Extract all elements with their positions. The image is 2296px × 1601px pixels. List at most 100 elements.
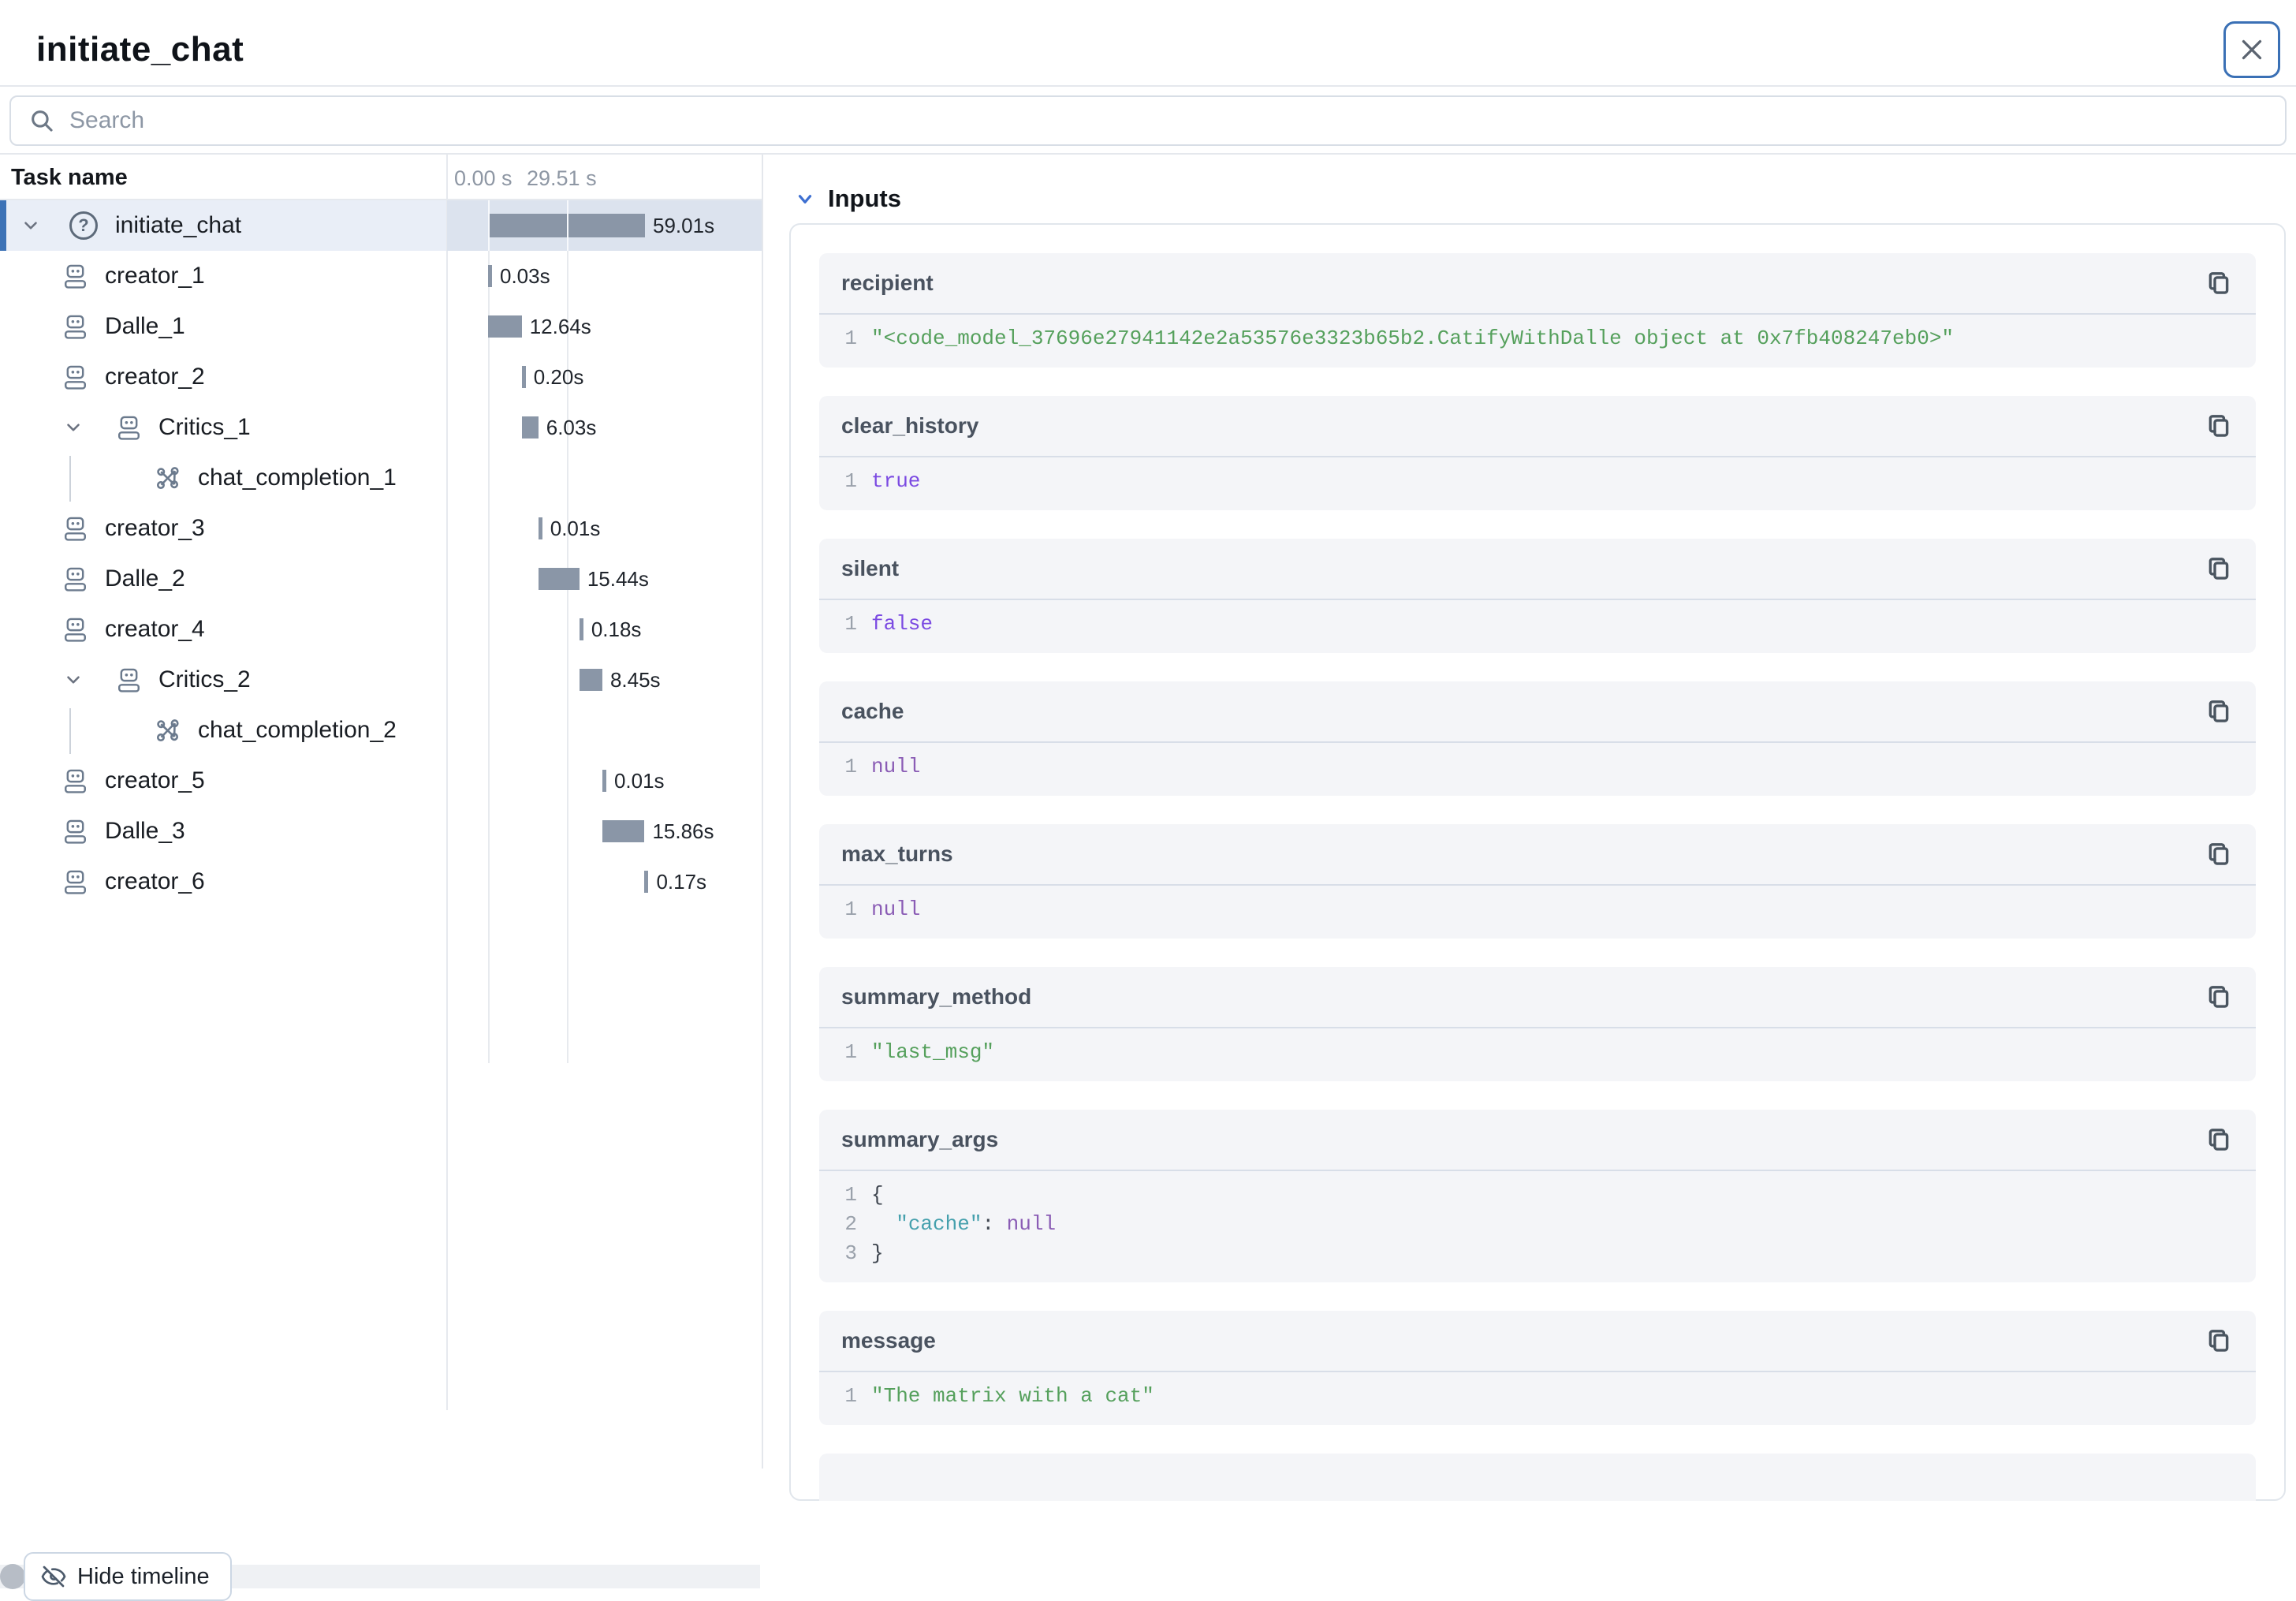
task-row-chat_completion_1[interactable]: chat_completion_1: [0, 453, 446, 503]
copy-icon: [2208, 1330, 2229, 1352]
task-row-Critics_2[interactable]: Critics_2: [0, 655, 446, 705]
copy-icon: [2208, 558, 2229, 580]
duration-label: 59.01s: [653, 214, 715, 237]
field-name: clear_history: [841, 413, 979, 438]
field-name: cache: [841, 699, 904, 723]
input-field-recipient: recipient 1 "<code_model_37696e27941142e2…: [819, 253, 2256, 368]
network-icon: [155, 465, 181, 491]
duration-label: 6.03s: [546, 416, 597, 439]
duration-bar-Dalle_1[interactable]: [488, 315, 522, 338]
line-number: 1: [844, 469, 857, 493]
duration-label: 15.86s: [652, 819, 714, 843]
copy-button[interactable]: [2205, 555, 2232, 582]
duration-bar-creator_6[interactable]: [644, 871, 649, 893]
code-block: 1 "<code_model_37696e27941142e2a53576e332…: [819, 315, 2256, 368]
task-row-Dalle_2[interactable]: Dalle_2: [0, 554, 446, 604]
task-row-chat_completion_2[interactable]: chat_completion_2: [0, 705, 446, 756]
task-row-creator_4[interactable]: creator_4: [0, 604, 446, 655]
duration-bar-Dalle_2[interactable]: [538, 568, 580, 590]
task-row-initiate_chat[interactable]: ? initiate_chat: [0, 200, 446, 251]
duration-label: 0.01s: [550, 517, 601, 540]
line-number: 1: [844, 327, 857, 350]
copy-button[interactable]: [2205, 698, 2232, 725]
duration-label: 0.03s: [500, 264, 550, 288]
field-header: message: [819, 1311, 2256, 1372]
copy-button[interactable]: [2205, 270, 2232, 297]
duration-bar-initiate_chat[interactable]: [488, 214, 645, 237]
duration-bar-Critics_1[interactable]: [522, 416, 539, 439]
duration-bar-creator_3[interactable]: [538, 517, 542, 539]
task-label: creator_3: [105, 515, 205, 541]
tree-chart-divider: [446, 155, 448, 1410]
code-line: 1 "last_msg": [819, 1038, 2256, 1067]
duration-label: 0.17s: [656, 870, 707, 894]
search-section: [0, 88, 2296, 155]
field-header: silent: [819, 539, 2256, 600]
input-field-max_turns: max_turns 1 null: [819, 824, 2256, 939]
code-block: 1{2 "cache": null 3}: [819, 1171, 2256, 1282]
inputs-section-header[interactable]: Inputs: [795, 185, 901, 213]
field-header: cache: [819, 681, 2256, 743]
robot-icon: [63, 264, 88, 289]
field-header: max_turns: [819, 824, 2256, 886]
field-name: recipient: [841, 271, 934, 295]
task-row-creator_2[interactable]: creator_2: [0, 352, 446, 402]
duration-bar-Dalle_3[interactable]: [602, 820, 645, 842]
task-label: creator_6: [105, 868, 205, 894]
code-line: 3}: [819, 1239, 2256, 1268]
close-button[interactable]: [2223, 21, 2280, 78]
task-row-creator_5[interactable]: creator_5: [0, 756, 446, 806]
task-row-creator_1[interactable]: creator_1: [0, 251, 446, 301]
input-field-cache: cache 1 null: [819, 681, 2256, 796]
copy-icon: [2208, 415, 2229, 437]
timeline-scrollbar-thumb[interactable]: [0, 1564, 25, 1589]
search-box[interactable]: [9, 95, 2287, 146]
robot-icon: [63, 517, 88, 541]
line-number: 1: [844, 1183, 857, 1207]
task-row-Dalle_3[interactable]: Dalle_3: [0, 806, 446, 856]
copy-button[interactable]: [2205, 412, 2232, 439]
line-number: 1: [844, 755, 857, 778]
timeline-gridline: [566, 202, 568, 1063]
input-field-silent: silent 1 false: [819, 539, 2256, 653]
timeline-gridline: [488, 200, 490, 251]
code-line: 1 null: [819, 895, 2256, 924]
copy-button[interactable]: [2205, 841, 2232, 868]
selected-row-accent: [0, 200, 6, 251]
inputs-panel: Inputs recipient 1 "<code_model_37696e279…: [763, 155, 2296, 1501]
duration-bar-creator_5[interactable]: [602, 770, 606, 792]
task-row-Dalle_1[interactable]: Dalle_1: [0, 301, 446, 352]
task-row-creator_6[interactable]: creator_6: [0, 856, 446, 907]
task-label: Critics_1: [158, 414, 251, 440]
field-header: clear_history: [819, 396, 2256, 457]
duration-bar-creator_4[interactable]: [579, 618, 583, 640]
duration-bar-Critics_2[interactable]: [580, 669, 602, 691]
duration-bar-creator_2[interactable]: [521, 366, 526, 388]
task-label: creator_5: [105, 767, 205, 793]
code-block: 1 true: [819, 457, 2256, 510]
chevron-down-icon: [20, 215, 41, 236]
input-field-clear_history: clear_history 1 true: [819, 396, 2256, 510]
task-label: chat_completion_2: [198, 717, 397, 743]
task-label: initiate_chat: [115, 212, 242, 238]
duration-bar-creator_1[interactable]: [488, 265, 492, 287]
search-input[interactable]: [69, 107, 2198, 134]
copy-icon: [2208, 700, 2229, 722]
hide-timeline-button[interactable]: Hide timeline: [24, 1552, 232, 1601]
chevron-down-icon: [63, 417, 84, 438]
copy-button[interactable]: [2205, 1126, 2232, 1153]
page-title: initiate_chat: [36, 30, 244, 69]
question-icon: ?: [69, 211, 98, 240]
code-line: 2 "cache": null: [819, 1210, 2256, 1239]
task-row-creator_3[interactable]: creator_3: [0, 503, 446, 554]
timeline-gridline: [566, 200, 568, 251]
panel-divider[interactable]: [762, 155, 763, 1469]
code-line: 1 "The matrix with a cat": [819, 1382, 2256, 1411]
task-row-Critics_1[interactable]: Critics_1: [0, 402, 446, 453]
task-label: creator_2: [105, 364, 205, 390]
copy-button[interactable]: [2205, 1327, 2232, 1354]
task-label: creator_1: [105, 263, 205, 289]
robot-icon: [63, 819, 88, 844]
copy-button[interactable]: [2205, 983, 2232, 1010]
line-number: 1: [844, 898, 857, 921]
